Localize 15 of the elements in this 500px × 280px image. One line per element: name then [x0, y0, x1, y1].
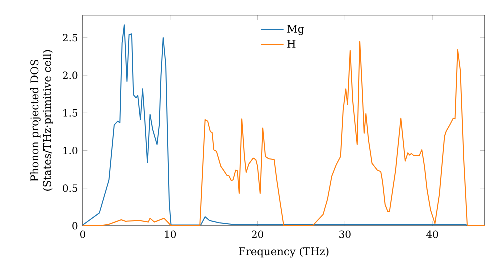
x-axis-title: Frequency (THz) — [239, 247, 329, 258]
x-tick-label: 30 — [340, 230, 351, 238]
y-tick-label: 0 — [72, 222, 78, 230]
x-tick-label: 20 — [252, 230, 264, 238]
legend-label: Mg — [288, 25, 304, 36]
x-tick-label: 40 — [426, 230, 438, 238]
x-tick-label: 0 — [80, 230, 86, 238]
x-tick-label: 10 — [165, 230, 176, 238]
y-tick-label: 1.0 — [64, 146, 78, 155]
y-tick-label: 2.0 — [63, 72, 78, 80]
y-tick-label: 1.5 — [64, 109, 78, 117]
y-axis-title: Phonon projected DOS (States/THz·primitive cell) — [30, 50, 54, 191]
legend-label: H — [288, 40, 296, 48]
y-tick-label: 0.5 — [63, 184, 78, 192]
y-tick-label: 2.5 — [63, 34, 78, 42]
